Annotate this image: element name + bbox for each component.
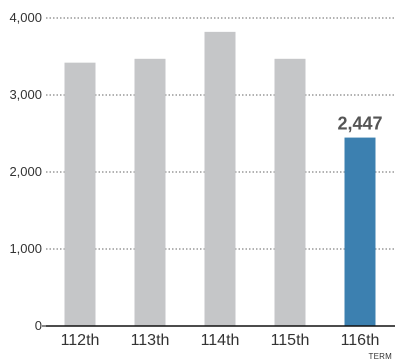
x-axis-title: TERM bbox=[369, 352, 393, 361]
y-tick-label: 4,000 bbox=[9, 10, 42, 25]
x-tick-label: 115th bbox=[271, 332, 310, 349]
y-tick-label: 2,000 bbox=[9, 164, 42, 179]
y-tick-label: 1,000 bbox=[9, 241, 42, 256]
x-tick-label: 114th bbox=[201, 332, 240, 349]
x-tick-label: 112th bbox=[61, 332, 100, 349]
y-tick-label: 3,000 bbox=[9, 87, 42, 102]
grid-layer bbox=[42, 17, 395, 327]
labels-layer: 0 1,000 2,000 3,000 4,000 112th 113th 114th 115t… bbox=[9, 10, 382, 349]
bar bbox=[204, 31, 236, 327]
x-tick-label: 116th bbox=[341, 332, 380, 349]
bar bbox=[64, 62, 96, 326]
data-label: 2,447 bbox=[337, 114, 382, 134]
bar bbox=[134, 58, 166, 327]
bars-layer bbox=[46, 31, 395, 327]
x-tick-label: 113th bbox=[131, 332, 170, 349]
bar-highlighted bbox=[344, 137, 376, 326]
y-tick-label: 0 bbox=[35, 318, 42, 333]
bar bbox=[274, 58, 306, 327]
